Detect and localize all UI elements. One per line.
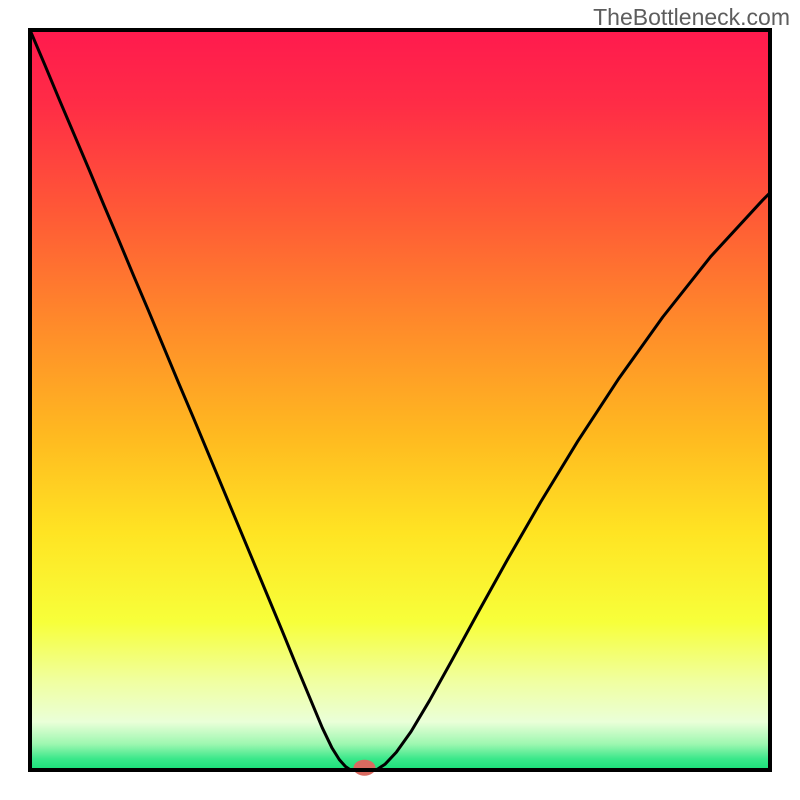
chart-container: TheBottleneck.com xyxy=(0,0,800,800)
plot-background xyxy=(30,30,770,770)
optimum-marker xyxy=(353,760,375,776)
watermark-text: TheBottleneck.com xyxy=(593,4,790,31)
chart-svg xyxy=(0,0,800,800)
